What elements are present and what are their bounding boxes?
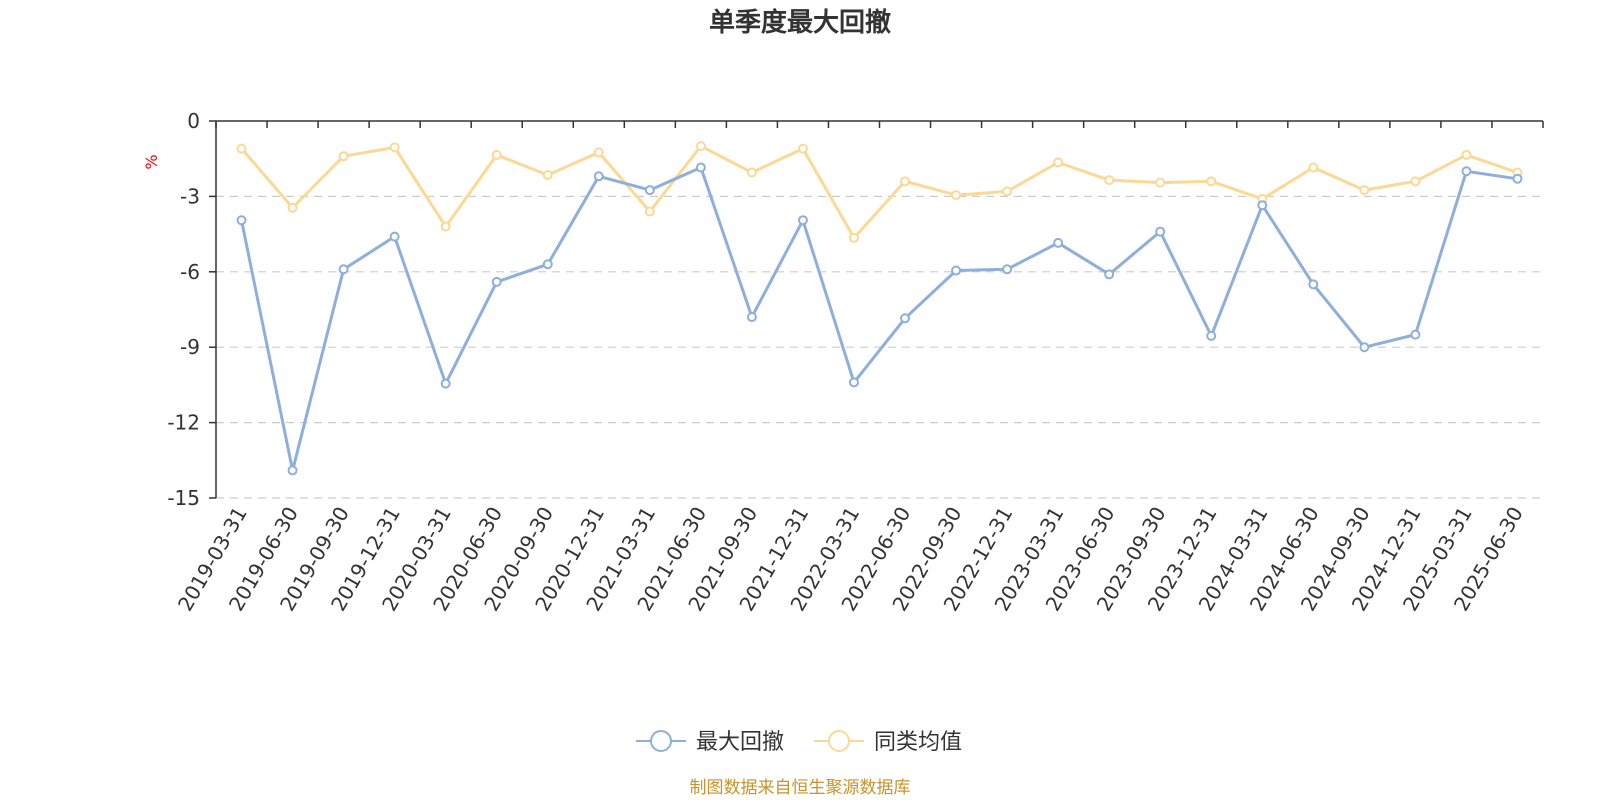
data-point-peer-average: [389, 142, 400, 153]
data-point-drawdown: [1461, 166, 1472, 177]
legend[interactable]: 最大回撤 同类均值: [636, 730, 962, 755]
data-point-drawdown: [1104, 269, 1115, 280]
data-point-drawdown: [644, 185, 655, 196]
y-tick-label: 0: [187, 109, 200, 133]
data-point-drawdown: [1512, 173, 1523, 184]
legend-item-drawdown[interactable]: 最大回撤: [636, 730, 784, 755]
legend-label-peer-average: 同类均值: [874, 730, 962, 755]
data-point-drawdown: [951, 265, 962, 276]
y-tick-label: -3: [180, 184, 200, 208]
legend-marker-drawdown: [650, 730, 672, 752]
data-point-peer-average: [287, 202, 298, 213]
data-point-drawdown: [1206, 330, 1217, 341]
data-point-drawdown: [1002, 264, 1013, 275]
legend-label-drawdown: 最大回撤: [696, 730, 784, 755]
data-point-peer-average: [338, 151, 349, 162]
data-point-peer-average: [1155, 177, 1166, 188]
data-point-drawdown: [593, 171, 604, 182]
data-point-drawdown: [848, 377, 859, 388]
grid-lines: [216, 195, 1543, 499]
data-point-peer-average: [1308, 162, 1319, 173]
data-point-drawdown: [797, 215, 808, 226]
data-point-drawdown: [1257, 200, 1268, 211]
data-point-drawdown: [1155, 226, 1166, 237]
data-point-peer-average: [1104, 175, 1115, 186]
series-line-peer-average: [240, 144, 1518, 240]
data-point-peer-average: [848, 232, 859, 243]
data-point-peer-average: [1206, 176, 1217, 187]
data-point-peer-average: [491, 149, 502, 160]
legend-marker-peer-average: [828, 730, 850, 752]
data-point-drawdown: [491, 276, 502, 287]
data-point-drawdown: [1308, 279, 1319, 290]
data-point-drawdown: [900, 313, 911, 324]
data-point-drawdown: [440, 378, 451, 389]
data-point-drawdown: [1410, 329, 1421, 340]
data-point-drawdown: [542, 259, 553, 270]
data-point-drawdown: [338, 264, 349, 275]
y-axis-unit-label: %: [142, 154, 161, 169]
data-point-peer-average: [644, 206, 655, 217]
data-point-drawdown: [1053, 237, 1064, 248]
data-source-note: 制图数据来自恒生聚源数据库: [690, 778, 911, 798]
data-point-peer-average: [746, 167, 757, 178]
data-point-drawdown: [287, 465, 298, 476]
legend-item-peer-average[interactable]: 同类均值: [814, 730, 962, 755]
data-point-peer-average: [1053, 157, 1064, 168]
chart-title: 单季度最大回撤: [709, 7, 891, 38]
data-point-peer-average: [542, 170, 553, 181]
data-point-peer-average: [695, 141, 706, 152]
data-point-peer-average: [900, 176, 911, 187]
data-point-peer-average: [797, 143, 808, 154]
data-point-drawdown: [1359, 342, 1370, 353]
y-tick-label: -12: [167, 411, 200, 435]
y-tick-label: -15: [167, 486, 200, 510]
data-point-peer-average: [236, 143, 247, 154]
axes: 0-3-6-9-12-152019-03-312019-06-302019-09…: [167, 109, 1544, 615]
data-point-peer-average: [593, 147, 604, 158]
data-point-peer-average: [440, 221, 451, 232]
data-point-peer-average: [1359, 185, 1370, 196]
series-lines: [236, 141, 1523, 476]
data-point-peer-average: [951, 190, 962, 201]
data-point-peer-average: [1002, 186, 1013, 197]
data-point-peer-average: [1461, 149, 1472, 160]
series-line-drawdown: [240, 166, 1518, 472]
data-point-peer-average: [1410, 176, 1421, 187]
data-point-drawdown: [389, 231, 400, 242]
data-point-drawdown: [236, 215, 247, 226]
data-point-drawdown: [746, 312, 757, 323]
y-tick-label: -6: [180, 260, 200, 284]
data-point-drawdown: [695, 162, 706, 173]
y-tick-label: -9: [180, 335, 200, 359]
